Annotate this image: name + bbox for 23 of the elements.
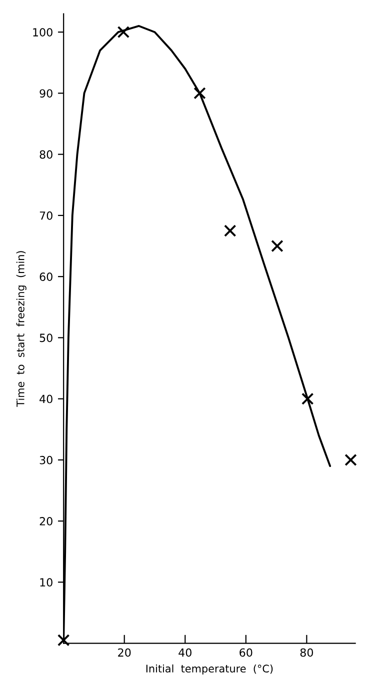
y-axis-title: Time to start freezing (min) (16, 251, 26, 407)
y-tick-label: 70 (40, 211, 52, 220)
x-tick-label: 40 (178, 648, 192, 657)
point (194, 87, 206, 100)
y-tick-label: 80 (40, 150, 52, 159)
y-tick-label: 10 (40, 578, 52, 587)
x-axis-title: Initial temperature (°C) (146, 664, 273, 675)
y-tick-label: 50 (40, 334, 52, 342)
y-tick-label: 90 (40, 89, 52, 98)
y-tick-label: 40 (40, 394, 52, 404)
x-tick-label: 80 (300, 648, 314, 657)
y-tick-label: 100 (33, 28, 52, 36)
x-tick-label: 20 (118, 648, 131, 657)
point (224, 224, 236, 237)
point (117, 26, 130, 38)
point (344, 454, 357, 466)
y-tick-label: 20 (40, 517, 52, 526)
y-tick-label: 60 (40, 272, 52, 281)
x-tick-label: 60 (240, 648, 252, 657)
point (301, 392, 314, 405)
point (271, 240, 284, 252)
point (57, 634, 70, 646)
y-tick-label: 30 (40, 456, 52, 464)
